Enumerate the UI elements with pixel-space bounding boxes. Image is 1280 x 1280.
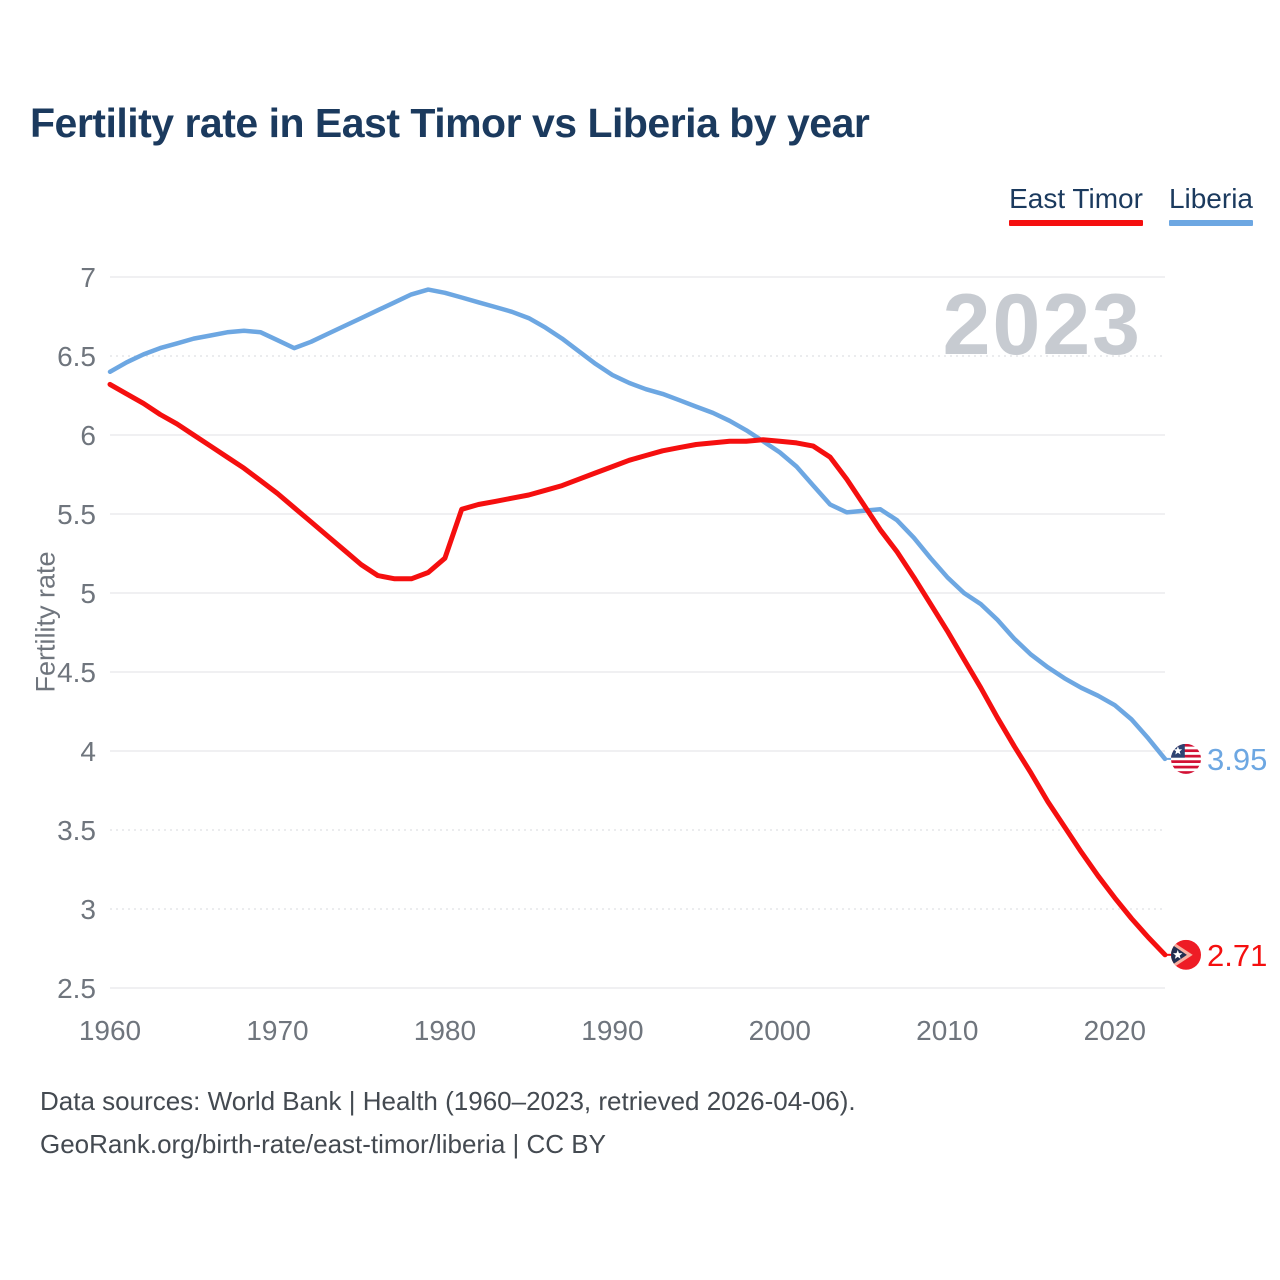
x-tick-label: 2000: [749, 1015, 811, 1046]
end-value-liberia: 3.95: [1207, 742, 1267, 777]
y-tick-label: 5: [80, 578, 96, 609]
attribution-text: GeoRank.org/birth-rate/east-timor/liberi…: [40, 1128, 606, 1159]
legend-bar-east-timor: [1009, 220, 1143, 226]
legend: East Timor Liberia: [1009, 183, 1253, 226]
x-tick-label: 1960: [79, 1015, 141, 1046]
x-tick-label: 1980: [414, 1015, 476, 1046]
series-line-east-timor[interactable]: [107, 381, 1168, 958]
y-tick-label: 7: [80, 262, 96, 293]
y-tick-label: 3.5: [57, 815, 96, 846]
legend-bar-liberia: [1168, 220, 1253, 226]
x-tick-label: 2010: [916, 1015, 978, 1046]
x-tick-label: 1990: [581, 1015, 643, 1046]
footer: Data sources: World Bank | Health (1960–…: [40, 1080, 856, 1166]
y-tick-label: 5.5: [57, 499, 96, 530]
end-marker-east-timor: [1171, 939, 1201, 970]
y-tick-label: 4.5: [57, 657, 96, 688]
data-sources-text: Data sources: World Bank | Health (1960–…: [40, 1086, 856, 1116]
legend-item-liberia[interactable]: Liberia: [1168, 183, 1253, 226]
watermark-year: 2023: [942, 277, 1142, 373]
series-line-liberia[interactable]: [107, 287, 1168, 762]
y-tick-label: 4: [80, 736, 96, 767]
legend-item-east-timor[interactable]: East Timor: [1009, 183, 1143, 226]
y-tick-label: 6.5: [57, 341, 96, 372]
legend-label-east-timor: East Timor: [1009, 183, 1143, 214]
east-timor-flag-icon: [1171, 939, 1201, 970]
x-tick-label: 2020: [1084, 1015, 1146, 1046]
y-tick-label: 3: [80, 894, 96, 925]
legend-label-liberia: Liberia: [1168, 183, 1253, 214]
page-title: Fertility rate in East Timor vs Liberia …: [30, 100, 870, 146]
end-value-east-timor: 2.71: [1207, 938, 1267, 973]
y-tick-label: 6: [80, 420, 96, 451]
end-marker-liberia: [1171, 743, 1201, 774]
x-tick-label: 1970: [246, 1015, 308, 1046]
liberia-flag-icon: [1171, 743, 1201, 774]
y-tick-label: 2.5: [57, 973, 96, 1004]
